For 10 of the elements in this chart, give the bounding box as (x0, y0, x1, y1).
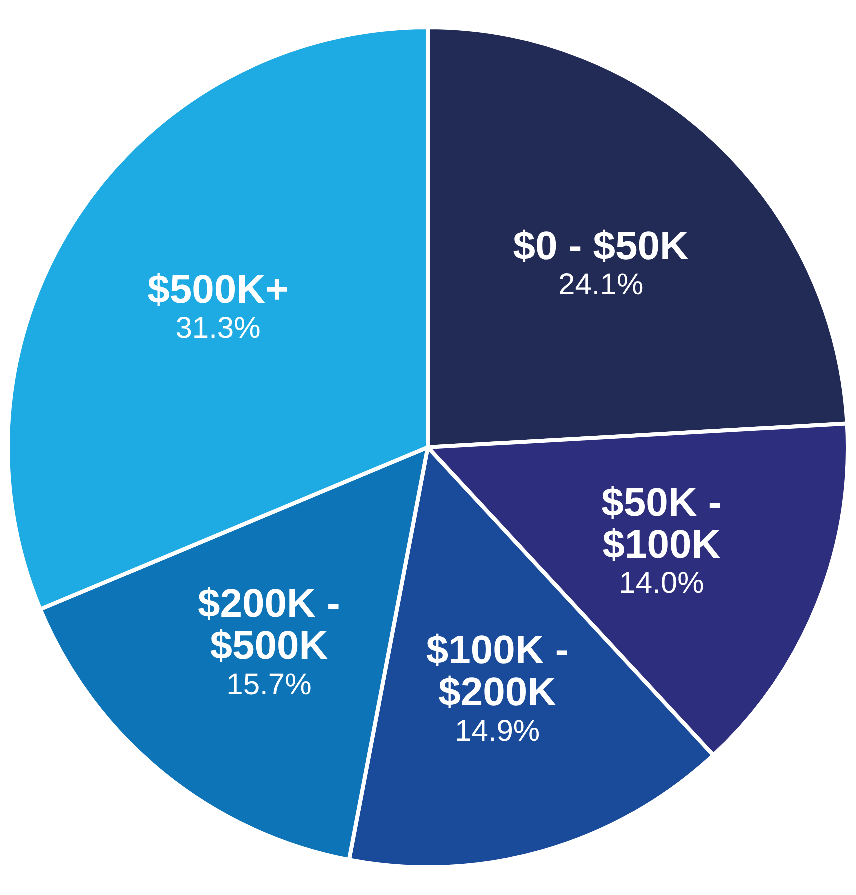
slice-label: $50K - $100K (602, 480, 722, 567)
slice-label: $200K - $500K (198, 582, 340, 668)
slice-label: $100K - $200K (426, 628, 569, 715)
data-label: 14.0% (619, 567, 704, 600)
data-label: 24.1% (558, 268, 644, 302)
data-label: 31.3% (176, 312, 261, 346)
slice-label: $0 - $50K (513, 224, 690, 268)
data-label: 14.9% (455, 714, 540, 748)
data-label: 15.7% (226, 668, 312, 702)
slice-label: $500K+ (148, 268, 289, 312)
